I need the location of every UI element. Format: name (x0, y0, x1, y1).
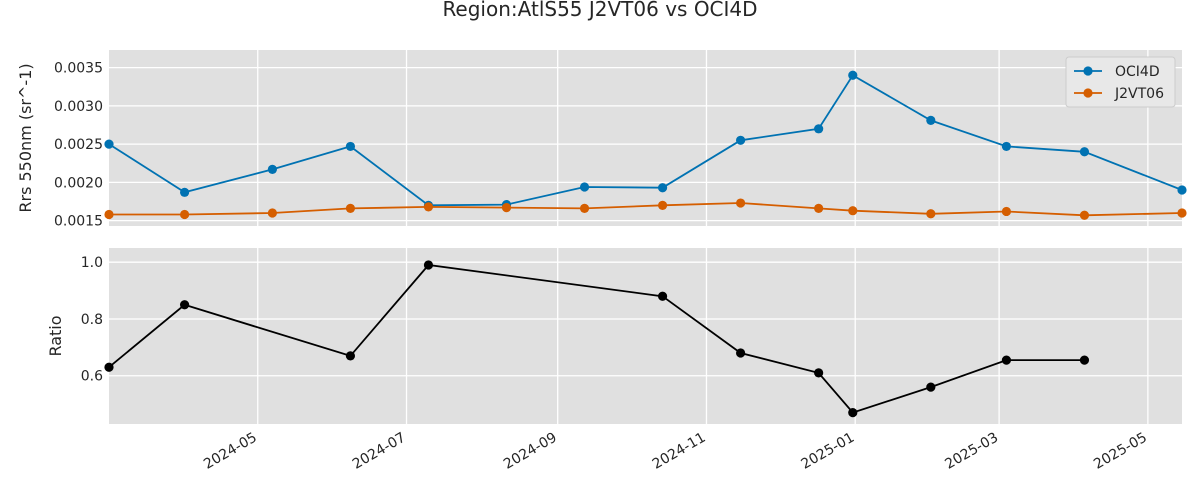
data-point (179, 209, 190, 220)
data-point (423, 202, 434, 212)
series-j2vt06 (104, 198, 1187, 220)
data-point (267, 208, 277, 218)
y-tick-label: 0.0035 (54, 61, 103, 77)
chart-title: Region:AtlS55 J2VT06 vs OCI4D (442, 0, 757, 21)
data-point (926, 209, 936, 219)
data-point (814, 124, 824, 134)
y-tick-label: 0.8 (81, 312, 103, 328)
data-point (657, 183, 668, 193)
data-point (104, 362, 114, 372)
data-point (579, 182, 590, 192)
data-point (1177, 208, 1187, 218)
y-axis-title: Ratio (46, 315, 65, 356)
data-point (848, 408, 858, 418)
data-point (657, 200, 668, 210)
x-tick-label: 2024-07 (350, 430, 409, 473)
data-point (814, 203, 824, 213)
data-point (501, 203, 512, 213)
plot-background (109, 248, 1182, 424)
data-point (267, 164, 277, 174)
series-ratio (104, 260, 1090, 418)
data-point (104, 209, 114, 220)
x-tick-label: 2024-09 (501, 430, 560, 473)
data-point (1001, 141, 1012, 152)
data-point (736, 198, 746, 208)
plot-background (109, 50, 1182, 226)
y-tick-label: 1.0 (81, 255, 103, 271)
y-tick-label: 0.0025 (54, 137, 103, 153)
legend: OCI4D J2VT06 (1065, 56, 1176, 108)
y-tick-label: 0.0020 (54, 175, 103, 191)
data-point (579, 203, 590, 213)
data-point (1177, 185, 1187, 195)
data-point (1001, 206, 1012, 217)
data-point (1001, 355, 1012, 365)
panel-1: 0.0015 0.0020 0.0025 0.0030 0.0035 Rrs 550nm … (16, 50, 1187, 230)
legend-box (1065, 56, 1176, 108)
legend-label: OCI4D (1115, 64, 1160, 80)
data-point (848, 206, 858, 216)
data-point (345, 203, 356, 213)
data-point (1079, 355, 1090, 365)
data-point (423, 260, 434, 270)
data-point (179, 187, 190, 197)
legend-marker (1083, 66, 1093, 76)
data-point (345, 141, 356, 152)
legend-marker (1083, 88, 1093, 98)
legend-label: J2VT06 (1114, 86, 1164, 102)
x-tick-label: 2025-05 (1091, 430, 1150, 473)
data-point (1079, 210, 1090, 220)
data-point (657, 291, 668, 301)
chart-panels: 0.0015 0.0020 0.0025 0.0030 0.0035 Rrs 550nm … (16, 50, 1187, 473)
data-point (345, 351, 356, 361)
data-point (736, 135, 746, 145)
data-point (1079, 147, 1090, 157)
x-tick-label: 2024-11 (650, 430, 709, 473)
data-point (104, 139, 114, 149)
x-tick-label: 2025-01 (799, 430, 858, 473)
data-point (926, 115, 936, 125)
x-tick-label: 2025-03 (942, 430, 1001, 473)
data-point (736, 348, 746, 358)
data-point (848, 70, 858, 80)
y-tick-label: 0.0015 (54, 214, 103, 230)
y-tick-label: 0.6 (81, 369, 103, 385)
y-tick-label: 0.0030 (54, 99, 103, 115)
data-point (179, 300, 190, 310)
data-point (926, 382, 936, 392)
panel-2: 0.6 0.8 1.0 Ratio 2024-05 2024-07 2024-09 2024-… (46, 248, 1182, 473)
y-axis-title: Rrs 550nm (sr^-1) (16, 63, 35, 212)
x-tick-label: 2024-05 (201, 430, 260, 473)
data-point (814, 368, 824, 378)
